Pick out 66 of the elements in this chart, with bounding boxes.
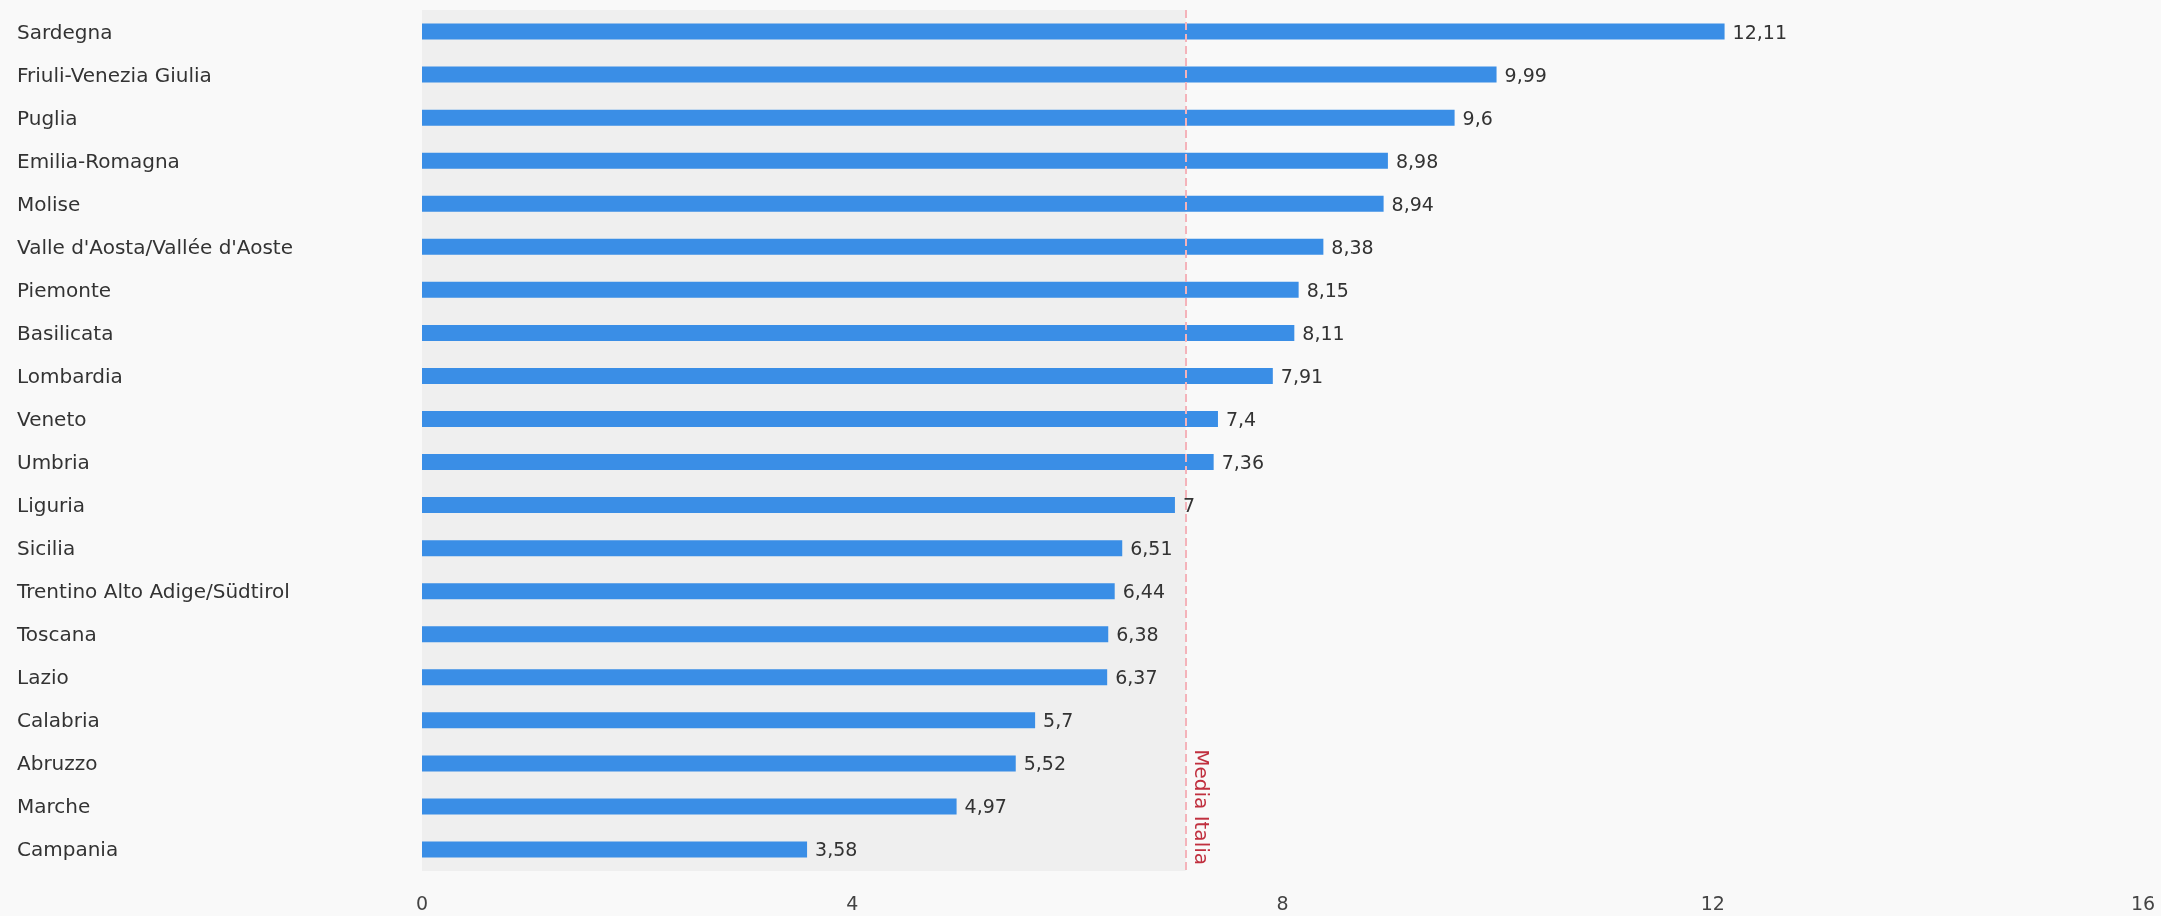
y-tick-label: Liguria: [17, 493, 86, 518]
bar: [422, 626, 1109, 643]
y-tick-label: Sicilia: [17, 536, 76, 561]
y-tick-label: Umbria: [17, 450, 90, 475]
y-tick-label: Sardegna: [17, 19, 113, 44]
data-label: 6,37: [1115, 666, 1158, 689]
bar: [422, 755, 1016, 772]
bar: [422, 410, 1218, 427]
data-label: 7,36: [1221, 451, 1264, 474]
y-tick-label: Lombardia: [17, 363, 123, 388]
data-label: 6,38: [1116, 623, 1159, 646]
y-tick-label: Abruzzo: [17, 751, 98, 776]
bar: [422, 712, 1036, 729]
bar: [422, 367, 1273, 384]
x-tick-label: 12: [1700, 891, 1725, 914]
x-tick-label: 8: [1276, 891, 1289, 914]
ref-line-label: Media Italia: [1189, 749, 1214, 865]
data-label: 5,52: [1023, 752, 1067, 775]
y-tick-label: Emilia-Romagna: [17, 148, 180, 173]
bar: [422, 152, 1388, 169]
data-label: 8,11: [1302, 321, 1345, 344]
bar: [422, 669, 1108, 686]
y-tick-label: Puglia: [17, 105, 78, 130]
data-label: 9,6: [1462, 106, 1493, 129]
y-tick-label: Trentino Alto Adige/Südtirol: [16, 579, 290, 604]
bar: [422, 540, 1123, 557]
y-tick-label: Veneto: [17, 406, 87, 431]
bar: [422, 324, 1295, 341]
bar: [422, 841, 808, 858]
data-label: 8,38: [1331, 235, 1374, 258]
data-label: 6,51: [1130, 537, 1173, 560]
y-tick-label: Basilicata: [17, 320, 114, 345]
y-tick-label: Valle d'Aosta/Vallée d'Aoste: [17, 234, 293, 259]
x-tick-label: 0: [415, 891, 429, 914]
bar: [422, 109, 1455, 126]
data-label: 8,94: [1391, 192, 1434, 215]
data-label: 7,91: [1280, 364, 1324, 387]
data-label: 8,98: [1395, 149, 1439, 172]
x-tick-label: 16: [2130, 891, 2156, 914]
bar: [422, 238, 1324, 255]
bar: [422, 195, 1384, 212]
bar: [422, 798, 957, 815]
y-tick-label: Campania: [17, 837, 119, 862]
y-tick-label: Lazio: [17, 665, 69, 690]
data-label: 5,7: [1043, 709, 1074, 732]
x-tick-label: 4: [846, 891, 859, 914]
bar: [422, 497, 1175, 514]
y-tick-label: Toscana: [16, 622, 97, 647]
data-label: 8,15: [1306, 278, 1349, 301]
data-label: 4,97: [964, 795, 1007, 818]
data-label: 6,44: [1122, 580, 1166, 603]
bar: [422, 454, 1214, 471]
y-tick-label: Calabria: [17, 708, 100, 733]
bar: [422, 583, 1115, 600]
bar: [422, 281, 1299, 298]
data-label: 9,99: [1504, 63, 1547, 86]
y-tick-label: Marche: [17, 794, 91, 819]
data-label: 7: [1182, 494, 1196, 517]
data-label: 7,4: [1225, 407, 1257, 430]
bar: [422, 66, 1497, 83]
data-label: 3,58: [815, 838, 858, 861]
y-tick-label: Molise: [17, 191, 81, 216]
data-label: 12,11: [1732, 20, 1787, 43]
y-tick-label: Piemonte: [17, 277, 112, 302]
y-tick-label: Friuli-Venezia Giulia: [17, 62, 212, 87]
bar: [422, 23, 1725, 40]
